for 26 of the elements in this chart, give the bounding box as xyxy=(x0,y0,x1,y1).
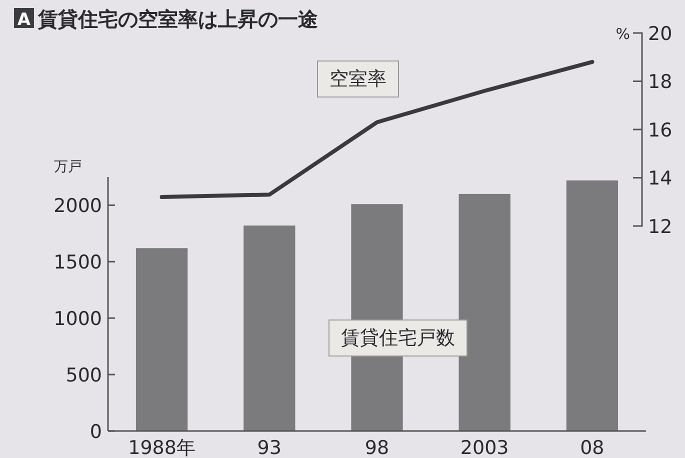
series-label: 賃貸住宅戸数 xyxy=(341,327,455,349)
y-tick-label: 2000 xyxy=(54,195,102,218)
bar xyxy=(244,226,296,431)
y-tick-label: 1000 xyxy=(54,308,102,330)
y2-tick-label: 14 xyxy=(648,168,672,190)
bar xyxy=(458,194,510,431)
chart-title: 賃貸住宅の空室率は上昇の一途 xyxy=(37,7,318,31)
text: A xyxy=(17,10,32,30)
x-tick-label: 08 xyxy=(580,437,604,458)
x-tick-label: 1988年 xyxy=(128,437,196,458)
y2-tick-label: 12 xyxy=(648,216,672,238)
y-axis-title: 万戸 xyxy=(54,159,82,175)
y-tick-label: 1500 xyxy=(54,252,102,274)
x-tick-label: 2003 xyxy=(460,437,509,458)
y2-axis-title: % xyxy=(616,25,630,43)
bar xyxy=(136,248,188,431)
y2-tick-label: 18 xyxy=(648,71,672,94)
y-tick-label: 0 xyxy=(90,421,102,443)
series-label: 空室率 xyxy=(330,68,386,90)
x-tick-label: 98 xyxy=(364,437,390,458)
line-series xyxy=(160,60,594,200)
x-tick-label: 93 xyxy=(257,437,282,458)
y-tick-label: 500 xyxy=(66,364,102,387)
y2-tick-label: 16 xyxy=(648,119,672,142)
bar xyxy=(566,180,618,431)
y2-tick-label: 20 xyxy=(648,23,672,45)
